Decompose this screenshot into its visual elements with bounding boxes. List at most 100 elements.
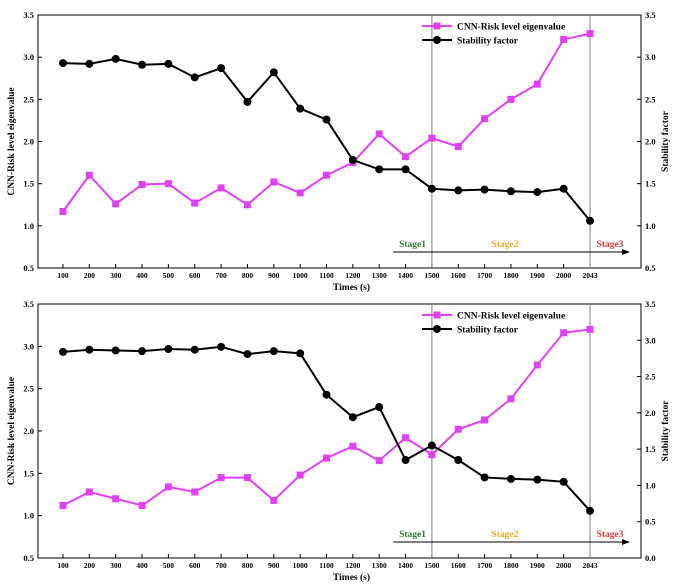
x-axis-tick-label: 1700 [477, 561, 492, 570]
left-axis-title: CNN-Risk level eigenvalue [7, 377, 17, 485]
risk-eigenvalue-point [191, 199, 199, 207]
x-axis-tick-label: 1500 [424, 561, 439, 570]
plot-frame [37, 14, 642, 269]
stability-factor-point [375, 403, 384, 412]
stability-factor-point [506, 187, 515, 196]
stability-factor-point [269, 347, 278, 356]
stability-factor-point [348, 156, 357, 165]
risk-eigenvalue-point [112, 495, 120, 503]
left-axis-tick-label: 1.5 [23, 468, 34, 478]
risk-eigenvalue-point [85, 488, 93, 496]
risk-eigenvalue-point [217, 474, 225, 482]
stage-label-2: Stage2 [491, 240, 518, 250]
stability-factor-point [243, 350, 252, 359]
x-axis-title: Times (s) [333, 282, 370, 293]
stability-factor-point [506, 474, 515, 483]
risk-eigenvalue-point [560, 35, 568, 43]
x-axis-tick-label: 1600 [451, 271, 466, 280]
risk-eigenvalue-point [533, 361, 541, 369]
x-axis-tick-label: 1800 [503, 561, 518, 570]
legend-label: Stability factor [457, 326, 519, 336]
stability-factor-point [348, 413, 357, 422]
left-axis-tick-label: 3.0 [23, 341, 34, 351]
stability-factor-point [454, 456, 463, 465]
risk-eigenvalue-point [59, 502, 67, 510]
stability-factor-point [85, 345, 94, 354]
stability-factor-point [164, 344, 173, 353]
right-axis-tick-label: 2.0 [645, 408, 656, 418]
risk-eigenvalue-point [428, 134, 436, 142]
left-axis-tick-label: 2.0 [23, 426, 34, 436]
stability-factor-point [533, 188, 542, 197]
x-axis-tick-label: 900 [268, 561, 280, 570]
stability-factor-line [62, 345, 591, 512]
right-axis-title: Stability factor [661, 400, 671, 462]
stability-factor-point [480, 473, 489, 482]
legend-label: Stability factor [457, 37, 519, 47]
left-axis-tick-label: 3.5 [23, 10, 34, 20]
left-axis-tick-label: 1.0 [23, 511, 34, 521]
risk-eigenvalue-point [59, 207, 67, 215]
x-axis-tick-label: 1100 [319, 271, 334, 280]
x-axis-tick-label: 2043 [583, 271, 598, 280]
stage-label-3: Stage3 [597, 530, 624, 540]
risk-eigenvalue-point [454, 143, 462, 151]
x-axis-tick-label: 600 [189, 271, 201, 280]
stability-factor-point [480, 185, 489, 194]
stability-factor-point [164, 59, 173, 68]
right-axis-tick-label: 0.5 [645, 263, 656, 273]
risk-eigenvalue-point [296, 471, 304, 479]
x-axis-tick-label: 1600 [451, 561, 466, 570]
risk-eigenvalue-point [428, 451, 436, 459]
x-axis-tick-label: 1200 [345, 561, 360, 570]
stability-factor-point [586, 216, 594, 225]
right-axis-tick-label: 2.5 [645, 94, 656, 104]
legend-marker-circle [433, 36, 441, 44]
stage-label-3: Stage3 [597, 240, 624, 250]
stability-factor-point [296, 349, 305, 358]
left-axis-tick-label: 3.0 [23, 52, 34, 62]
stability-factor-point [111, 54, 120, 63]
risk-eigenvalue-point [112, 200, 120, 208]
stability-factor-point [217, 342, 226, 351]
risk-eigenvalue-point [375, 457, 383, 465]
legend-label: CNN-Risk level eigenvalue [457, 23, 565, 33]
risk-eigenvalue-point [243, 474, 251, 482]
risk-eigenvalue-point [349, 442, 357, 450]
stability-factor-point [375, 165, 384, 174]
x-axis-tick-label: 2000 [556, 561, 571, 570]
risk-eigenvalue-point [270, 178, 278, 186]
x-axis-tick-label: 1500 [424, 271, 439, 280]
x-axis-tick-label: 1000 [293, 561, 308, 570]
right-axis-tick-label: 3.0 [645, 335, 656, 345]
risk-eigenvalue-point [481, 416, 489, 424]
left-axis-tick-label: 0.5 [23, 553, 34, 563]
stability-factor-point [269, 68, 278, 77]
stage-label-1: Stage1 [399, 530, 426, 540]
x-axis-tick-label: 1900 [530, 561, 545, 570]
x-axis-tick-label: 300 [110, 271, 122, 280]
stability-factor-point [427, 184, 436, 193]
stability-factor-point [138, 347, 147, 356]
x-axis-tick-label: 1100 [319, 561, 334, 570]
risk-eigenvalue-point [323, 454, 330, 462]
x-axis-tick-label: 1800 [503, 271, 518, 280]
stability-factor-point [59, 59, 67, 68]
x-axis-tick-label: 900 [268, 271, 280, 280]
x-axis-tick-label: 700 [215, 561, 227, 570]
x-axis-tick-label: 800 [242, 271, 254, 280]
stability-factor-point [217, 64, 226, 73]
x-axis-tick-label: 2043 [583, 561, 598, 570]
stability-factor-point [111, 346, 120, 355]
risk-eigenvalue-point [586, 325, 594, 333]
risk-eigenvalue-point [375, 130, 383, 138]
stability-factor-point [427, 441, 436, 450]
risk-eigenvalue-point [85, 171, 93, 179]
risk-eigenvalue-point [191, 488, 199, 496]
risk-eigenvalue-point [164, 483, 172, 491]
risk-eigenvalue-point [296, 189, 304, 197]
stability-factor-point [85, 59, 94, 68]
x-axis-tick-label: 100 [57, 561, 69, 570]
x-axis-tick-label: 700 [215, 271, 227, 280]
